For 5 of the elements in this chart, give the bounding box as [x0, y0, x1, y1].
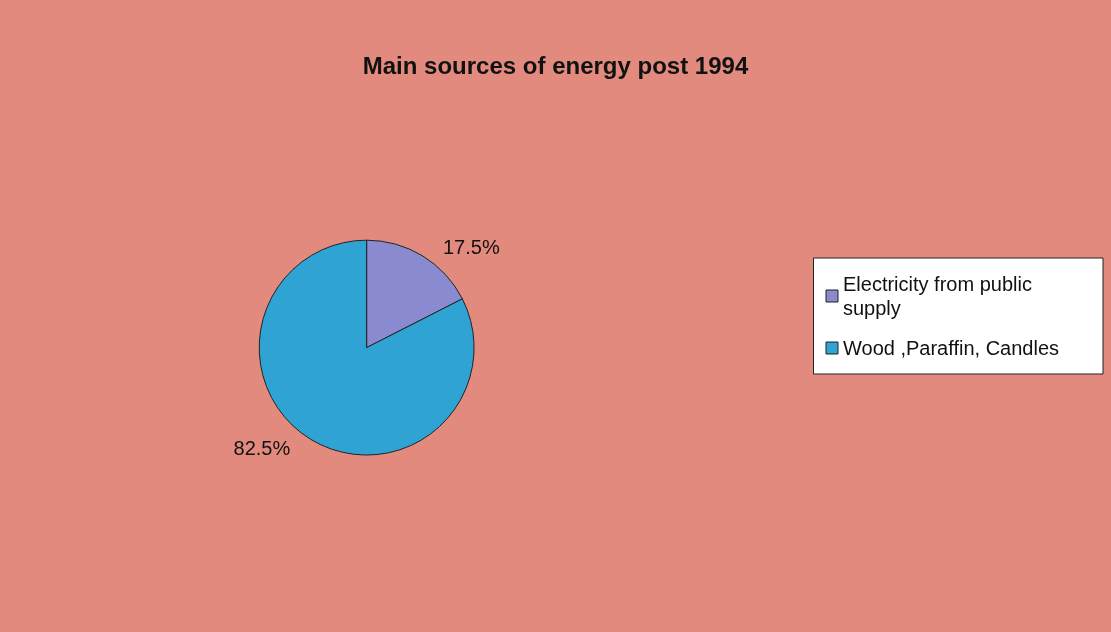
data-label: 82.5%: [233, 436, 291, 459]
legend-label: Electricity from public supply: [843, 273, 1038, 319]
legend-label: Wood ,Paraffin, Candles: [843, 337, 1060, 359]
data-label: 17.5%: [442, 236, 500, 259]
chart-title: Main sources of energy post 1994: [362, 51, 749, 79]
